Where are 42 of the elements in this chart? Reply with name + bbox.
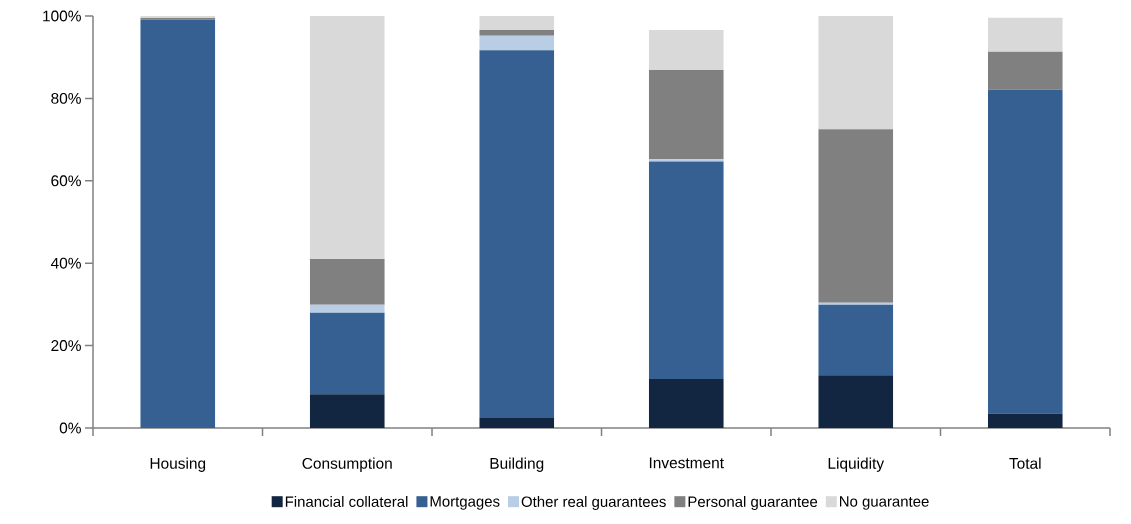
- bar: [479, 418, 555, 428]
- y-tick-label: 60%: [51, 175, 81, 187]
- bar: [818, 304, 894, 376]
- bar: [648, 378, 724, 428]
- y-tick-label: 100%: [43, 10, 81, 22]
- bar: [479, 50, 555, 419]
- bar: [309, 394, 385, 428]
- legend-label: No guarantee: [840, 496, 929, 510]
- bar: [987, 17, 1063, 52]
- legend-label: Mortgages: [430, 496, 500, 510]
- x-tick-label: Investment: [649, 457, 724, 469]
- bar: [987, 51, 1063, 90]
- bar: [479, 15, 555, 30]
- bar: [648, 161, 724, 379]
- bar: [987, 89, 1063, 414]
- bar: [309, 259, 385, 305]
- x-tick-label: Consumption: [302, 457, 392, 472]
- bar: [648, 69, 724, 160]
- bar: [479, 29, 555, 36]
- bar: [309, 312, 385, 395]
- legend-label: Personal guarantee: [688, 496, 818, 510]
- bar: [648, 159, 724, 162]
- x-tick-label: Total: [1009, 457, 1041, 469]
- bar: [818, 375, 894, 428]
- bar: [309, 304, 385, 313]
- bar: [309, 15, 385, 260]
- bar: [648, 29, 724, 70]
- bar: [987, 413, 1063, 428]
- y-tick-label: 40%: [50, 257, 81, 269]
- legend-label: Other real guarantees: [521, 496, 666, 510]
- x-tick-label: Housing: [150, 457, 206, 472]
- bar: [818, 129, 894, 303]
- legend-label: Financial collateral: [285, 496, 408, 507]
- bar: [140, 19, 216, 428]
- y-tick-label: 0%: [59, 422, 81, 434]
- y-tick-label: 80%: [51, 92, 81, 104]
- bar: [818, 302, 894, 305]
- bar: [479, 35, 555, 51]
- bar: [818, 15, 894, 130]
- x-tick-label: Building: [490, 457, 544, 472]
- x-tick-label: Liquidity: [828, 457, 885, 472]
- y-tick-label: 20%: [51, 340, 81, 352]
